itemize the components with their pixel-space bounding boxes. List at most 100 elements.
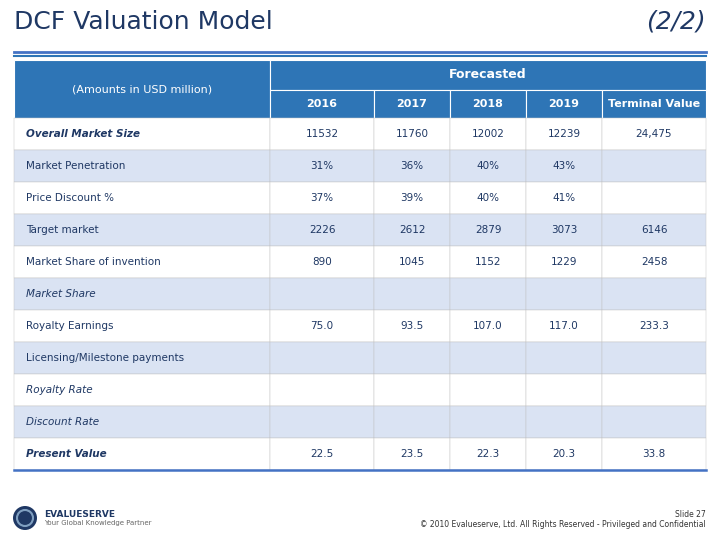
Bar [270,246,374,278]
Bar [450,278,526,310]
Text: 36%: 36% [400,161,423,171]
Bar [270,438,374,470]
Text: 93.5: 93.5 [400,321,423,331]
Text: 22.3: 22.3 [477,449,500,459]
Text: 31%: 31% [310,161,333,171]
Bar [526,90,602,118]
Bar [374,342,450,374]
Text: Market Share of invention: Market Share of invention [26,257,161,267]
Bar [526,118,602,150]
Bar [602,374,706,406]
Text: 24,475: 24,475 [636,129,672,139]
Bar [526,150,602,182]
Text: 2458: 2458 [641,257,667,267]
Text: Price Discount %: Price Discount % [26,193,114,203]
Bar [602,438,706,470]
Bar [374,374,450,406]
Text: 75.0: 75.0 [310,321,333,331]
Text: Your Global Knowledge Partner: Your Global Knowledge Partner [44,520,151,526]
Text: Forecasted: Forecasted [449,69,527,82]
Bar [450,150,526,182]
Bar [270,310,374,342]
Bar [14,438,270,470]
Text: 107.0: 107.0 [473,321,503,331]
Text: 6146: 6146 [641,225,667,235]
Text: 3073: 3073 [551,225,577,235]
Bar [270,278,374,310]
Text: Overall Market Size: Overall Market Size [26,129,140,139]
Text: 2019: 2019 [549,99,580,109]
Text: 11760: 11760 [395,129,428,139]
Text: 117.0: 117.0 [549,321,579,331]
Bar [602,118,706,150]
Text: (2/2): (2/2) [647,10,706,34]
Bar [14,310,270,342]
Bar [270,406,374,438]
Bar [374,406,450,438]
Text: 41%: 41% [552,193,575,203]
Bar [602,90,706,118]
Bar [450,374,526,406]
Text: 43%: 43% [552,161,575,171]
Text: DCF Valuation Model: DCF Valuation Model [14,10,273,34]
Bar [602,214,706,246]
Text: 40%: 40% [477,193,500,203]
Text: Terminal Value: Terminal Value [608,99,700,109]
Text: 37%: 37% [310,193,333,203]
Bar [374,246,450,278]
Bar [526,438,602,470]
Bar [374,118,450,150]
Bar [450,406,526,438]
Bar [450,310,526,342]
Text: EVALUESERVE: EVALUESERVE [44,510,115,519]
Bar [526,310,602,342]
Bar [450,214,526,246]
Text: 2226: 2226 [309,225,336,235]
Text: 2879: 2879 [474,225,501,235]
Bar [526,214,602,246]
Bar [374,90,450,118]
Circle shape [13,506,37,530]
Bar [270,60,706,90]
Bar [450,90,526,118]
Text: Market Share: Market Share [26,289,96,299]
Text: 1229: 1229 [551,257,577,267]
Bar [14,214,270,246]
Text: Discount Rate: Discount Rate [26,417,99,427]
Text: 12002: 12002 [472,129,505,139]
Text: (Amounts in USD million): (Amounts in USD million) [72,84,212,94]
Bar [602,150,706,182]
Bar [270,214,374,246]
Bar [270,374,374,406]
Text: 890: 890 [312,257,332,267]
Bar [14,406,270,438]
Bar [374,310,450,342]
Text: 22.5: 22.5 [310,449,333,459]
Text: 1152: 1152 [474,257,501,267]
Bar [602,278,706,310]
Text: © 2010 Evalueserve, Ltd. All Rights Reserved - Privileged and Confidential: © 2010 Evalueserve, Ltd. All Rights Rese… [420,520,706,529]
Text: 233.3: 233.3 [639,321,669,331]
Bar [14,150,270,182]
Bar [374,150,450,182]
Text: 2016: 2016 [307,99,338,109]
Bar [14,342,270,374]
Bar [602,246,706,278]
Text: 12239: 12239 [547,129,580,139]
Bar [14,118,270,150]
Text: Licensing/Milestone payments: Licensing/Milestone payments [26,353,184,363]
Text: 2017: 2017 [397,99,428,109]
Bar [526,342,602,374]
Bar [450,246,526,278]
Bar [270,150,374,182]
Bar [270,90,374,118]
Text: Market Penetration: Market Penetration [26,161,125,171]
Bar [602,310,706,342]
Bar [14,374,270,406]
Bar [450,342,526,374]
Text: 1045: 1045 [399,257,426,267]
Bar [602,182,706,214]
Bar [526,246,602,278]
Bar [526,182,602,214]
Bar [526,406,602,438]
